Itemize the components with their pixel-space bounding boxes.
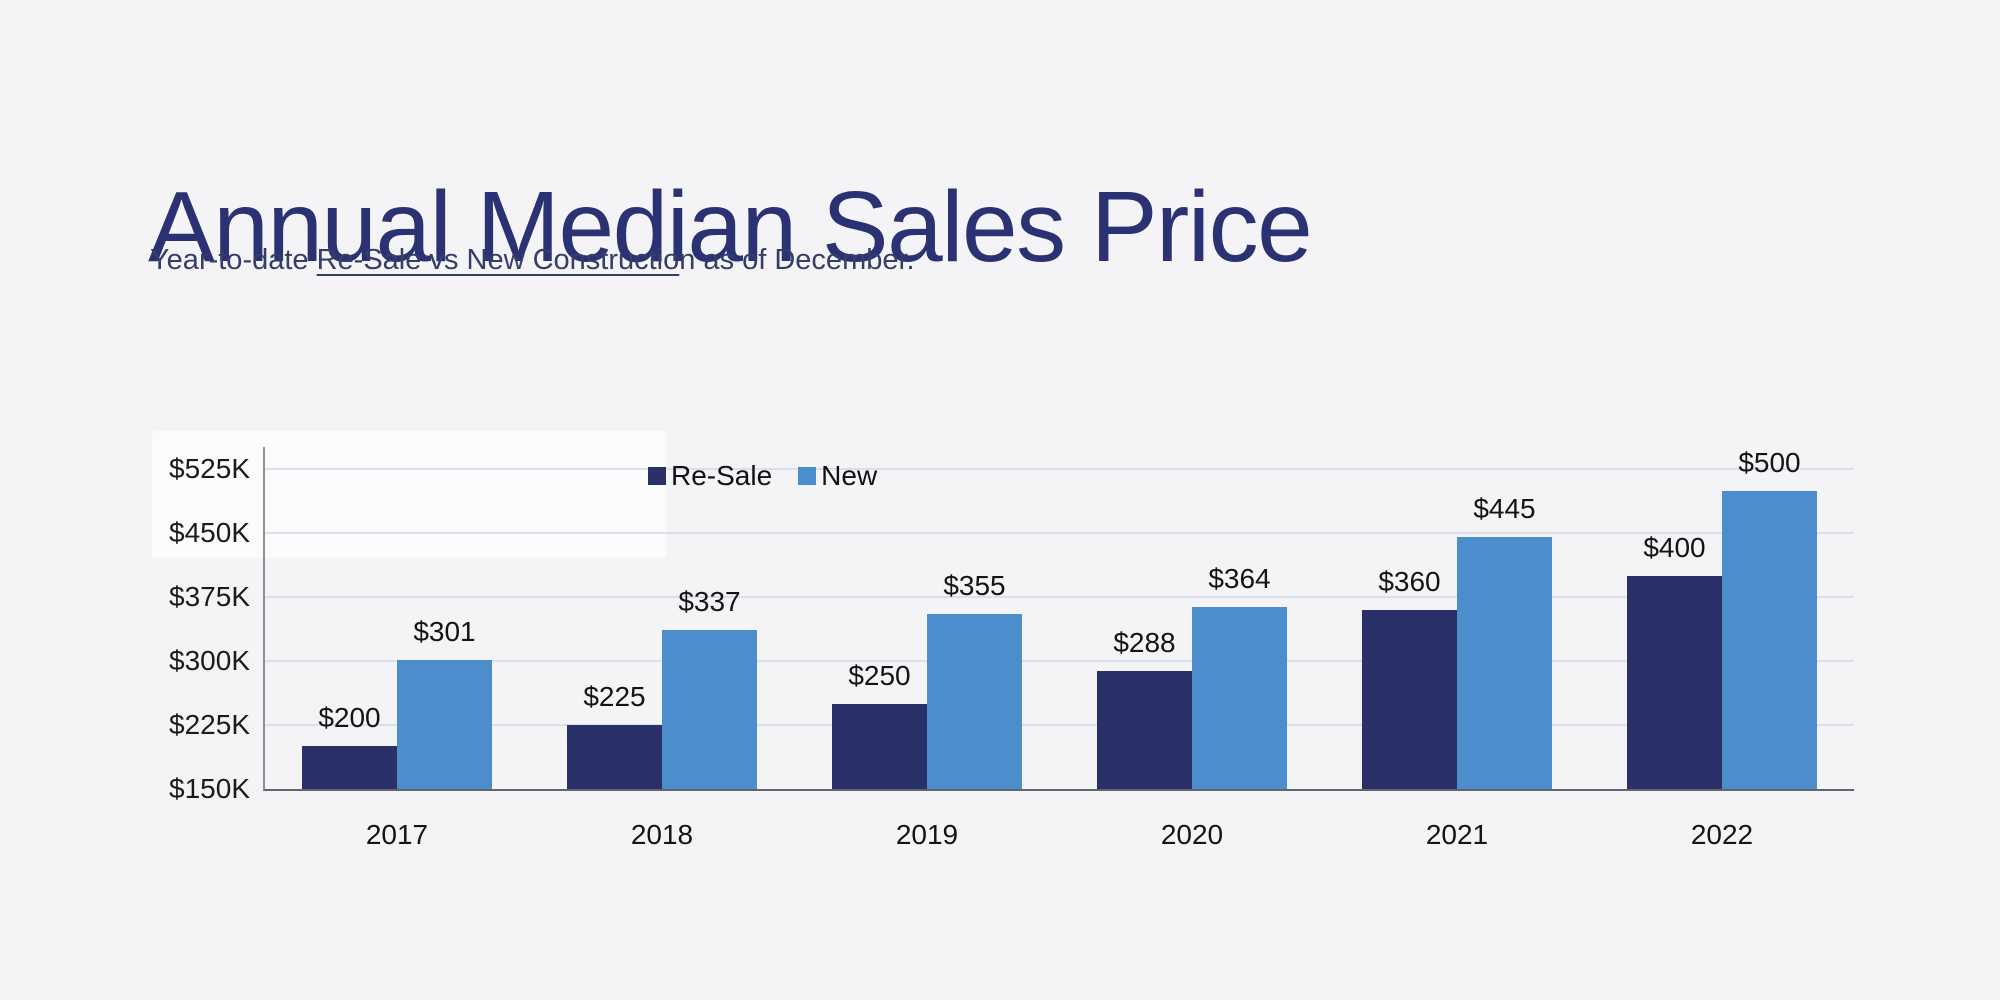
x-tick-2021: 2021: [1425, 819, 1489, 850]
x-tick-2020: 2020: [1160, 819, 1224, 850]
bar-resale-2019[interactable]: [832, 703, 927, 789]
value-label-resale-2021: $360: [1378, 565, 1441, 597]
y-tick-$525K: $525K: [169, 453, 250, 485]
bar-new-2017[interactable]: [397, 660, 492, 789]
x-tick-2018: 2018: [630, 819, 694, 850]
bar-new-2022[interactable]: [1722, 490, 1817, 789]
bar-new-2021[interactable]: [1457, 537, 1552, 789]
gridline-$375K: [265, 596, 1854, 599]
value-label-new-2021: $445: [1473, 493, 1536, 525]
bar-new-2019[interactable]: [927, 614, 1022, 789]
legend-item-new[interactable]: New: [798, 462, 877, 490]
legend-swatch-resale-icon: [648, 467, 666, 485]
value-label-resale-2020: $288: [1113, 627, 1176, 659]
y-axis-labels: $150K $225K $300K $375K $450K $525K: [140, 447, 252, 804]
legend-swatch-new-icon: [798, 467, 817, 485]
page-subtitle: Year-to-date Re-Sale vs New Construction…: [150, 244, 915, 277]
value-label-new-2020: $364: [1208, 562, 1271, 594]
value-label-resale-2018: $225: [583, 681, 646, 713]
x-tick-2019: 2019: [895, 819, 959, 850]
legend: Re-Sale New: [648, 462, 877, 490]
legend-label-resale: Re-Sale: [671, 460, 773, 491]
y-tick-$375K: $375K: [169, 581, 250, 613]
plot-area: $200 $301 2017 $225 $337 2018 $250 $355 2019 $288…: [263, 446, 1854, 850]
y-tick-$450K: $450K: [169, 517, 250, 549]
bar-resale-2017[interactable]: [302, 746, 397, 789]
bar-resale-2021[interactable]: [1362, 609, 1457, 789]
legend-item-resale[interactable]: Re-Sale: [648, 462, 772, 490]
panel-highlight: [152, 431, 667, 558]
y-tick-$150K: $150K: [169, 773, 250, 804]
legend-label-new: New: [821, 460, 878, 491]
subtitle-suffix: n as of December.: [679, 244, 915, 276]
page-title: Annual Median Sales Price: [148, 171, 1313, 283]
x-tick-2017: 2017: [365, 819, 429, 850]
y-tick-$225K: $225K: [169, 709, 250, 741]
value-label-new-2018: $337: [678, 585, 741, 617]
gridline-$450K: [265, 532, 1854, 535]
x-tick-2022: 2022: [1690, 819, 1754, 850]
value-label-resale-2022: $400: [1643, 531, 1706, 563]
bar-resale-2020[interactable]: [1097, 671, 1192, 789]
bar-resale-2022[interactable]: [1627, 575, 1722, 789]
bar-resale-2018[interactable]: [567, 725, 662, 789]
gridline-$525K: [265, 468, 1854, 471]
subtitle-prefix: Year-to-date: [150, 244, 317, 276]
value-label-new-2019: $355: [943, 570, 1006, 602]
value-label-resale-2019: $250: [848, 659, 911, 691]
y-tick-$300K: $300K: [169, 645, 250, 677]
gridline-$300K: [265, 660, 1854, 663]
bar-new-2018[interactable]: [662, 629, 757, 789]
value-label-new-2017: $301: [413, 616, 476, 648]
bar-new-2020[interactable]: [1192, 606, 1287, 789]
subtitle-link[interactable]: Re-Sale vs New Constructio: [316, 244, 680, 276]
gridline-$225K: [265, 724, 1854, 727]
value-label-resale-2017: $200: [318, 702, 381, 734]
value-label-new-2022: $500: [1738, 446, 1801, 478]
